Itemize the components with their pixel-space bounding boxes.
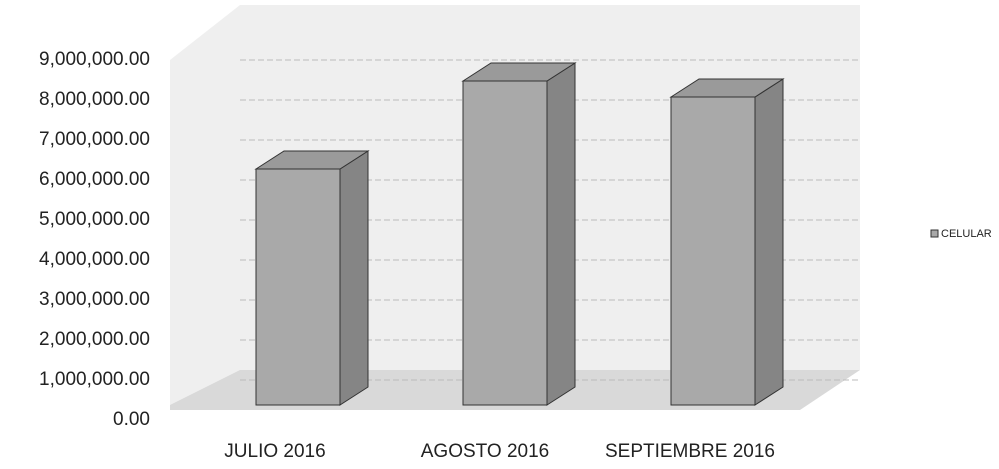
x-tick-label: AGOSTO 2016 <box>421 441 550 462</box>
y-tick-label: 9,000,000.00 <box>39 49 150 70</box>
y-tick-label: 1,000,000.00 <box>39 369 150 390</box>
bar-side <box>546 62 576 406</box>
y-tick-label: 5,000,000.00 <box>39 209 150 230</box>
legend-label: CELULAR <box>941 228 992 240</box>
bar-side <box>754 78 784 406</box>
x-tick-label: SEPTIEMBRE 2016 <box>605 441 775 462</box>
y-tick-label: 4,000,000.00 <box>39 249 150 270</box>
y-tick-label: 0.00 <box>113 409 150 430</box>
y-tick-label: 2,000,000.00 <box>39 329 150 350</box>
y-tick-label: 8,000,000.00 <box>39 89 150 110</box>
bar <box>462 80 548 406</box>
x-tick-label: JULIO 2016 <box>224 441 325 462</box>
y-tick-label: 6,000,000.00 <box>39 169 150 190</box>
legend-swatch <box>930 229 939 238</box>
bar-side <box>339 150 369 406</box>
bar <box>670 96 756 406</box>
y-tick-label: 3,000,000.00 <box>39 289 150 310</box>
y-tick-label: 7,000,000.00 <box>39 129 150 150</box>
bar <box>255 168 341 406</box>
